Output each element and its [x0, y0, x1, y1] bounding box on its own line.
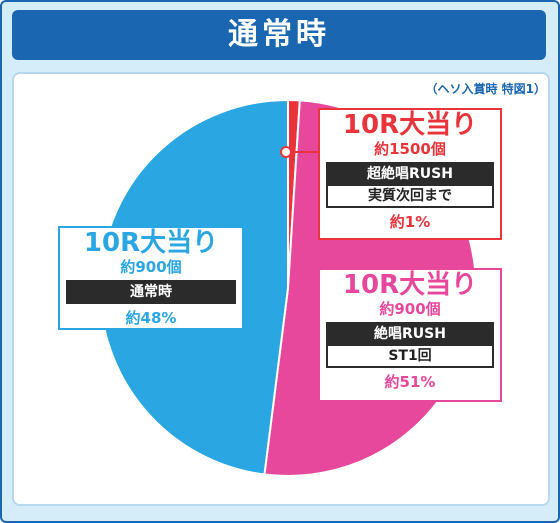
label-box-blue: 10R大当り 約900個 通常時 約48%	[58, 226, 244, 330]
pink-title: 10R大当り	[342, 270, 478, 300]
pink-mode: 絶唱RUSH	[326, 322, 494, 346]
label-box-pink: 10R大当り 約900個 絶唱RUSH ST1回 約51%	[318, 268, 502, 402]
blue-title: 10R大当り	[83, 228, 219, 258]
pink-pct: 約51%	[384, 373, 436, 391]
leader-dot	[280, 146, 292, 158]
blue-pct: 約48%	[125, 309, 177, 327]
page-title: 通常時	[12, 10, 546, 60]
red-title: 10R大当り	[342, 110, 478, 140]
red-mode: 超絶唱RUSH	[326, 162, 494, 186]
pink-detail: ST1回	[326, 346, 494, 368]
chart-note: （ヘソ入賞時 特図1）	[425, 82, 546, 96]
red-detail: 実質次回まで	[326, 186, 494, 208]
red-balls: 約1500個	[374, 140, 446, 158]
blue-mode: 通常時	[66, 280, 236, 304]
label-box-red: 10R大当り 約1500個 超絶唱RUSH 実質次回まで 約1%	[318, 108, 502, 240]
pink-balls: 約900個	[379, 300, 441, 318]
blue-balls: 約900個	[120, 258, 182, 276]
red-pct: 約1%	[389, 213, 431, 231]
